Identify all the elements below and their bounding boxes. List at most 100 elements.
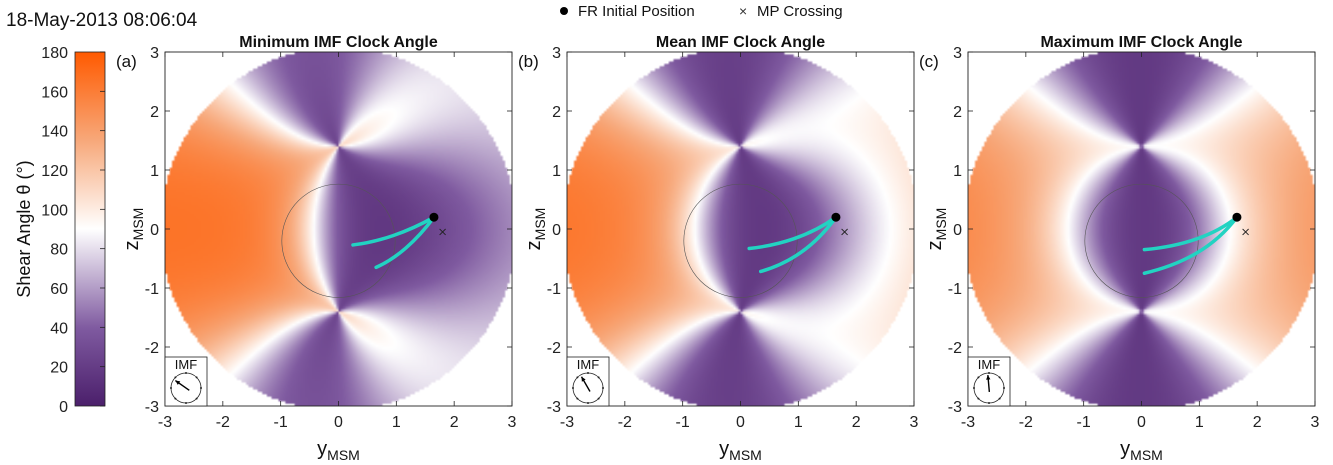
x-tick-label: 0 xyxy=(736,414,745,431)
colorbar-label: Shear Angle θ (°) xyxy=(14,160,34,297)
panel-label: (c) xyxy=(919,52,939,71)
shear-angle-map xyxy=(968,52,1315,406)
x-tick-label: -2 xyxy=(216,414,230,431)
x-tick-label: -3 xyxy=(560,414,574,431)
timestamp: 18-May-2013 08:06:04 xyxy=(6,10,198,31)
y-tick-label: -2 xyxy=(948,340,962,357)
fr-trajectory xyxy=(747,215,838,251)
legend: FR Initial Position × MP Crossing xyxy=(560,3,843,20)
colorbar-tick-label: 120 xyxy=(41,163,68,180)
y-axis-label: zMSM xyxy=(924,208,949,251)
mp-crossing-marker xyxy=(439,228,446,236)
x-tick-label: 0 xyxy=(1137,414,1146,431)
y-tick-label: -3 xyxy=(948,399,962,416)
legend-label-fr: FR Initial Position xyxy=(578,3,695,20)
x-tick-label: -2 xyxy=(618,414,632,431)
x-tick-label: 2 xyxy=(852,414,861,431)
imf-clock-inset: IMF xyxy=(164,356,208,407)
x-tick-label: 3 xyxy=(910,414,919,431)
shear-angle-map xyxy=(165,52,512,406)
legend-marker-fr xyxy=(560,7,568,15)
colorbar-tick-label: 60 xyxy=(50,281,68,298)
colorbar-tick-label: 180 xyxy=(41,45,68,62)
y-axis-label: zMSM xyxy=(121,208,146,251)
x-tick-label: -2 xyxy=(1019,414,1033,431)
panel-c: -3 -2 -1 0 1 2 3 -3 -2 -1 0 1 2 3 (c) Maximum IMF Clock… xyxy=(919,34,1320,463)
x-tick-label: 2 xyxy=(1253,414,1262,431)
panel-a: -3 -2 -1 0 1 2 3 -3 -2 -1 0 1 2 3 (a) Minimum IMF Clock… xyxy=(116,34,517,463)
panel-title: Mean IMF Clock Angle xyxy=(656,34,825,51)
fr-initial-position-marker xyxy=(429,212,439,222)
fr-trajectory xyxy=(1142,215,1239,252)
x-axis-label: yMSM xyxy=(317,438,360,463)
y-tick-label: 1 xyxy=(150,163,159,180)
imf-clock-arrowhead xyxy=(986,375,991,380)
y-tick-label: -3 xyxy=(145,399,159,416)
colorbar-tick-label: 40 xyxy=(50,320,68,337)
panel-title: Minimum IMF Clock Angle xyxy=(239,34,438,51)
imf-clock-inset: IMF xyxy=(967,356,1011,407)
x-tick-label: -3 xyxy=(158,414,172,431)
colorbar-tick-label: 80 xyxy=(50,242,68,259)
y-tick-label: 3 xyxy=(150,45,159,62)
panel-title: Maximum IMF Clock Angle xyxy=(1040,34,1242,51)
x-tick-label: 0 xyxy=(334,414,343,431)
x-tick-label: -1 xyxy=(676,414,690,431)
y-tick-label: 2 xyxy=(150,104,159,121)
panel-label: (a) xyxy=(116,52,137,71)
imf-inset-label: IMF xyxy=(175,357,197,372)
fr-trajectory xyxy=(374,215,436,270)
x-axis-label: yMSM xyxy=(719,438,762,463)
x-tick-label: -3 xyxy=(961,414,975,431)
y-tick-label: -2 xyxy=(145,340,159,357)
colorbar-tick-label: 0 xyxy=(59,399,68,416)
imf-clock-inset: IMF xyxy=(566,356,610,407)
fr-initial-position-marker xyxy=(831,212,841,222)
y-tick-label: -1 xyxy=(547,281,561,298)
y-tick-label: 3 xyxy=(552,45,561,62)
planet-outline xyxy=(281,183,396,298)
x-tick-label: -1 xyxy=(274,414,288,431)
shear-angle-map xyxy=(567,52,914,406)
y-tick-label: 0 xyxy=(953,222,962,239)
x-tick-label: 1 xyxy=(1195,414,1204,431)
y-tick-label: 3 xyxy=(953,45,962,62)
y-tick-label: 0 xyxy=(552,222,561,239)
imf-inset-label: IMF xyxy=(577,357,599,372)
colorbar-gradient xyxy=(74,51,106,407)
y-tick-label: -1 xyxy=(948,281,962,298)
planet-outline xyxy=(683,183,798,298)
y-tick-label: 2 xyxy=(552,104,561,121)
y-axis-label: zMSM xyxy=(523,208,548,251)
x-tick-label: 3 xyxy=(1311,414,1320,431)
y-tick-label: -1 xyxy=(145,281,159,298)
legend-marker-mp: × xyxy=(739,3,747,19)
y-tick-label: -3 xyxy=(547,399,561,416)
x-tick-label: -1 xyxy=(1077,414,1091,431)
colorbar-tick-label: 100 xyxy=(41,202,68,219)
fr-trajectory xyxy=(351,215,436,247)
colorbar-tick-label: 160 xyxy=(41,84,68,101)
panel-b: -3 -2 -1 0 1 2 3 -3 -2 -1 0 1 2 3 (b) Mean IMF Clock An… xyxy=(518,34,919,463)
fr-trajectory xyxy=(1142,215,1239,275)
colorbar: 0 20 40 60 80 100 120 140 160 180 Shear Angle θ (… xyxy=(14,45,106,416)
fr-initial-position-marker xyxy=(1232,212,1242,222)
planet-outline xyxy=(1084,183,1199,298)
imf-clock-arrowhead xyxy=(581,376,586,382)
fr-trajectory xyxy=(758,215,838,274)
y-tick-label: 1 xyxy=(552,163,561,180)
legend-label-mp: MP Crossing xyxy=(757,3,843,20)
y-tick-label: 1 xyxy=(953,163,962,180)
mp-crossing-marker xyxy=(1242,228,1249,236)
x-tick-label: 2 xyxy=(450,414,459,431)
y-tick-label: 0 xyxy=(150,222,159,239)
mp-crossing-marker xyxy=(841,228,848,236)
x-tick-label: 1 xyxy=(794,414,803,431)
x-tick-label: 1 xyxy=(392,414,401,431)
x-axis-label: yMSM xyxy=(1120,438,1163,463)
imf-inset-label: IMF xyxy=(978,357,1000,372)
panel-label: (b) xyxy=(518,52,539,71)
y-tick-label: -2 xyxy=(547,340,561,357)
imf-clock-arrowhead xyxy=(175,380,181,385)
